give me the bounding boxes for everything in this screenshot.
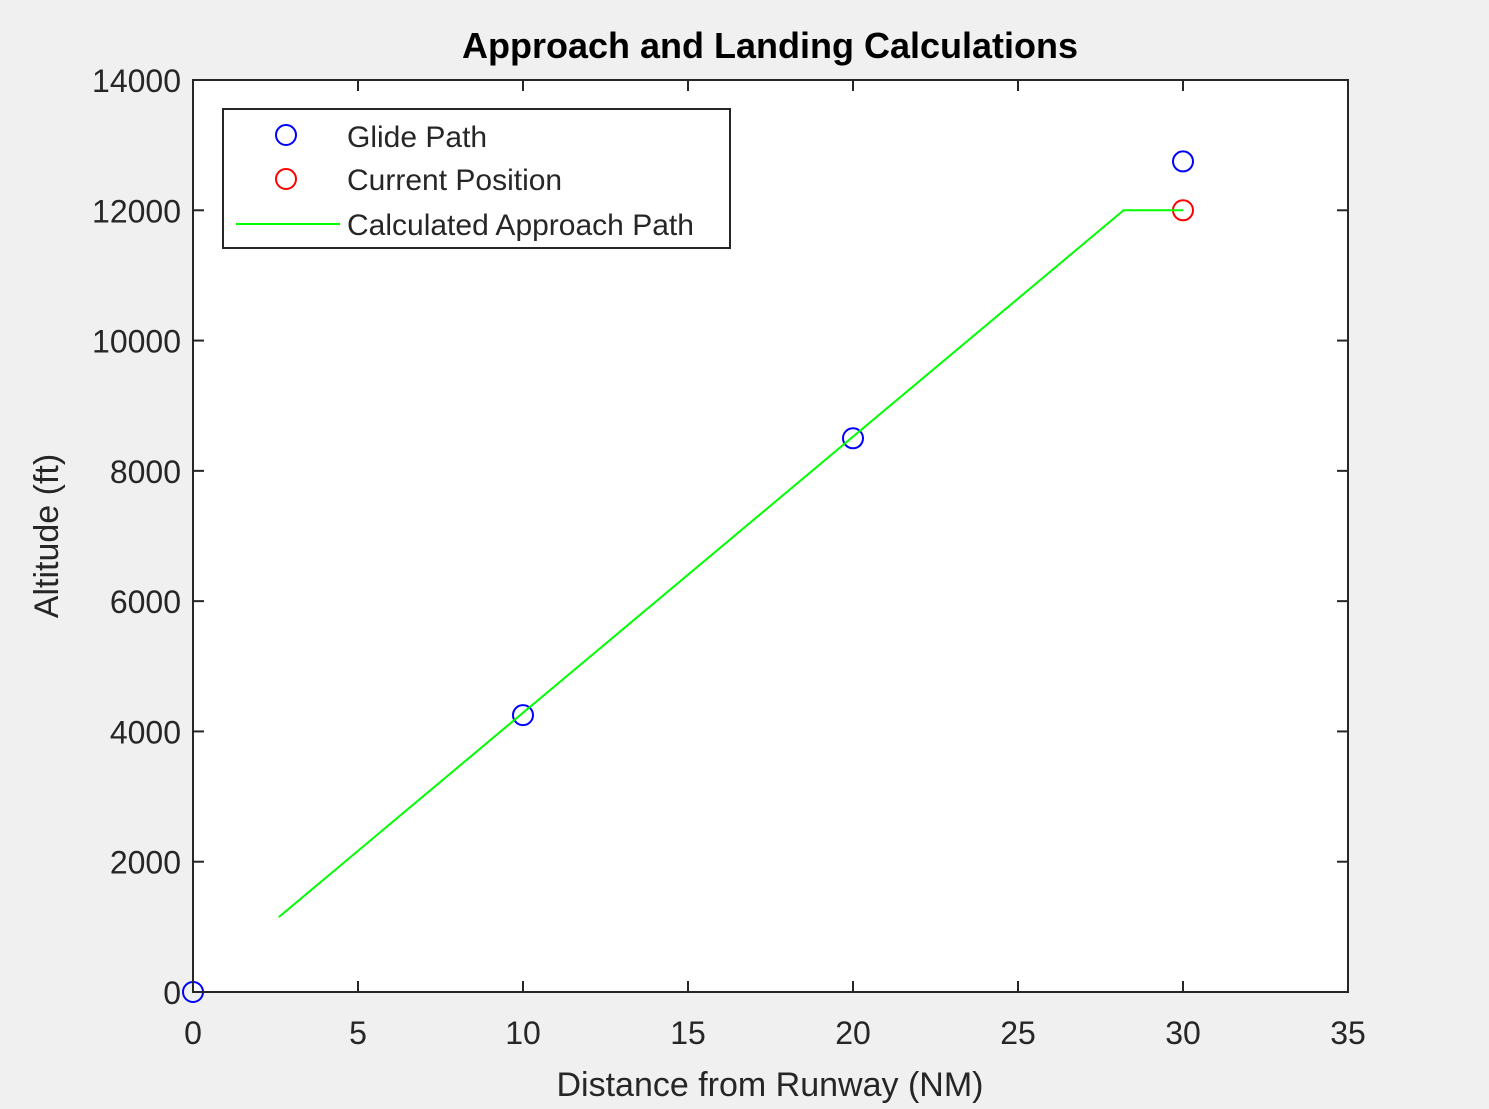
- legend-current-position-label: Current Position: [347, 164, 562, 197]
- x-tick-label: 25: [1000, 1015, 1036, 1051]
- legend-glide-path-marker: [275, 124, 297, 146]
- legend-current-position-marker: [275, 168, 297, 190]
- glide-path-point: [1172, 150, 1194, 173]
- x-tick-label: 20: [835, 1015, 871, 1051]
- y-tick-label: 6000: [110, 584, 181, 620]
- x-axis: 0 5 10 15 20 25 30 35: [184, 80, 1366, 1051]
- y-axis-label: Altitude (ft): [28, 454, 66, 618]
- plot-area-frame: [192, 79, 1349, 993]
- data-layer: [182, 150, 1194, 1003]
- y-tick-label: 14000: [92, 63, 181, 99]
- legend-approach-path-label: Calculated Approach Path: [347, 209, 694, 242]
- x-tick-label: 35: [1330, 1015, 1366, 1051]
- y-tick-label: 2000: [110, 845, 181, 881]
- legend-glide-path-label: Glide Path: [347, 121, 487, 154]
- y-tick-label: 0: [163, 975, 181, 1011]
- x-axis-label: Distance from Runway (NM): [557, 1066, 984, 1104]
- y-tick-label: 12000: [92, 193, 181, 229]
- y-tick-label: 10000: [92, 324, 181, 360]
- y-axis: 0 2000 4000 6000 8000 10000 12000 14000: [92, 63, 1348, 1011]
- y-tick-label: 4000: [110, 714, 181, 750]
- x-tick-label: 0: [184, 1015, 202, 1051]
- legend: Glide Path Current Position Calculated A…: [222, 108, 731, 249]
- x-tick-label: 5: [349, 1015, 367, 1051]
- glide-path-point: [842, 427, 864, 450]
- glide-path-point: [512, 704, 534, 727]
- y-tick-label: 8000: [110, 454, 181, 490]
- x-tick-label: 10: [505, 1015, 541, 1051]
- calculated-approach-path-line: [278, 209, 1183, 918]
- chart-title: Approach and Landing Calculations: [462, 25, 1078, 66]
- x-tick-label: 15: [670, 1015, 706, 1051]
- x-tick-label: 30: [1165, 1015, 1201, 1051]
